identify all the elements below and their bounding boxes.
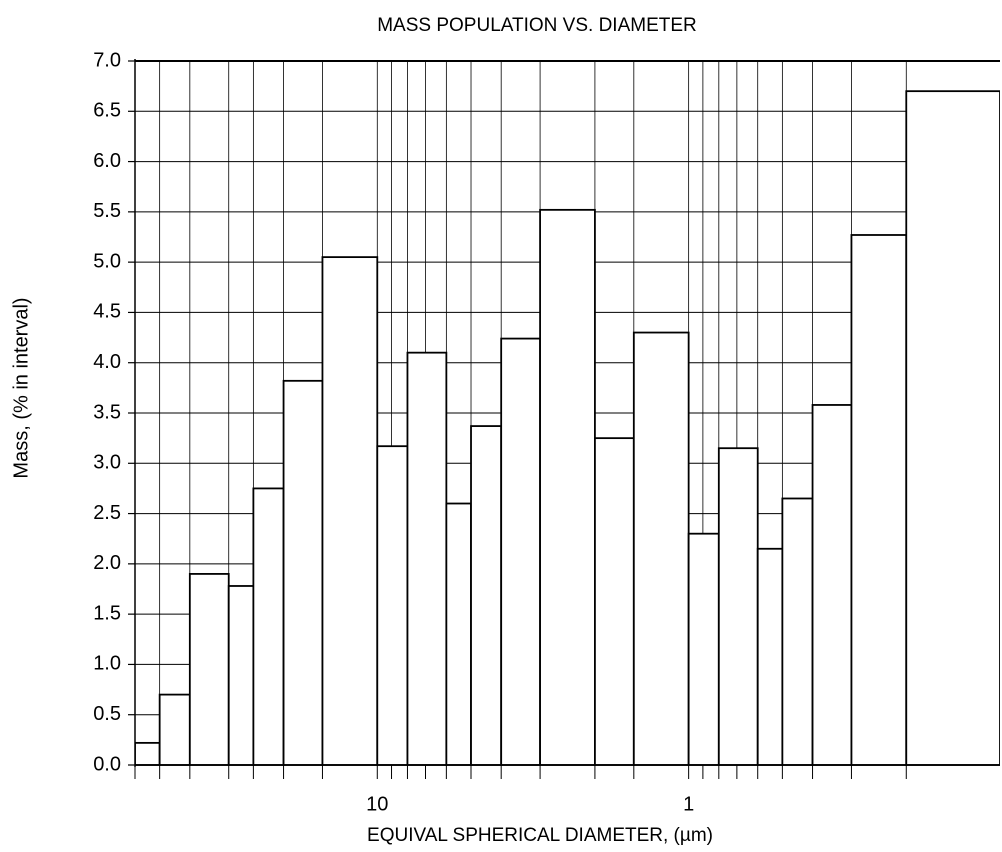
- y-tick-label: 4.0: [93, 351, 121, 373]
- x-tick-label: 10: [366, 793, 388, 815]
- bar: [158, 693, 191, 766]
- bar: [850, 234, 908, 766]
- bar: [717, 447, 759, 766]
- bar: [135, 741, 161, 766]
- y-tick-label: 0.0: [93, 753, 121, 775]
- bar: [756, 547, 784, 766]
- bar: [811, 404, 853, 766]
- bar: [594, 437, 635, 766]
- chart-title: MASS POPULATION VS. DIAMETER: [377, 15, 697, 36]
- y-tick-label: 6.5: [93, 100, 121, 122]
- y-tick-label: 1.0: [93, 653, 121, 675]
- bars: [135, 90, 1000, 766]
- bar: [445, 502, 472, 766]
- bar: [406, 351, 448, 766]
- bar: [687, 532, 720, 766]
- x-tick-label: 1: [683, 793, 694, 815]
- bar: [539, 208, 596, 766]
- bar: [227, 585, 255, 766]
- bar: [282, 379, 324, 766]
- y-tick-label: 5.5: [93, 200, 121, 222]
- y-tick-label: 2.0: [93, 552, 121, 574]
- bar: [500, 337, 541, 766]
- bar: [252, 487, 285, 766]
- y-tick-label: 3.0: [93, 452, 121, 474]
- axes: 0.0 0.5 1.0 1.5 2.0 2.5 3.0 3.5 4.0 4.5 5.0 5.5 6.0 6…: [93, 49, 1000, 815]
- y-tick-label: 7.0: [93, 49, 121, 71]
- bar: [781, 497, 814, 766]
- y-tick-label: 1.5: [93, 602, 121, 624]
- y-tick-label: 6.0: [93, 150, 121, 172]
- bar: [376, 445, 409, 766]
- x-axis-label: EQUIVAL SPHERICAL DIAMETER, (µm): [367, 825, 713, 846]
- bar: [632, 331, 690, 766]
- bar: [321, 256, 379, 766]
- bar: [188, 573, 230, 766]
- y-tick-label: 4.5: [93, 301, 121, 323]
- y-tick-label: 5.0: [93, 250, 121, 272]
- y-tick-label: 0.5: [93, 703, 121, 725]
- y-tick-label: 3.5: [93, 401, 121, 423]
- y-axis-label: Mass, (% in interval): [10, 297, 32, 478]
- y-tick-label: 2.5: [93, 502, 121, 524]
- bar: [905, 90, 1000, 766]
- bar: [470, 425, 503, 766]
